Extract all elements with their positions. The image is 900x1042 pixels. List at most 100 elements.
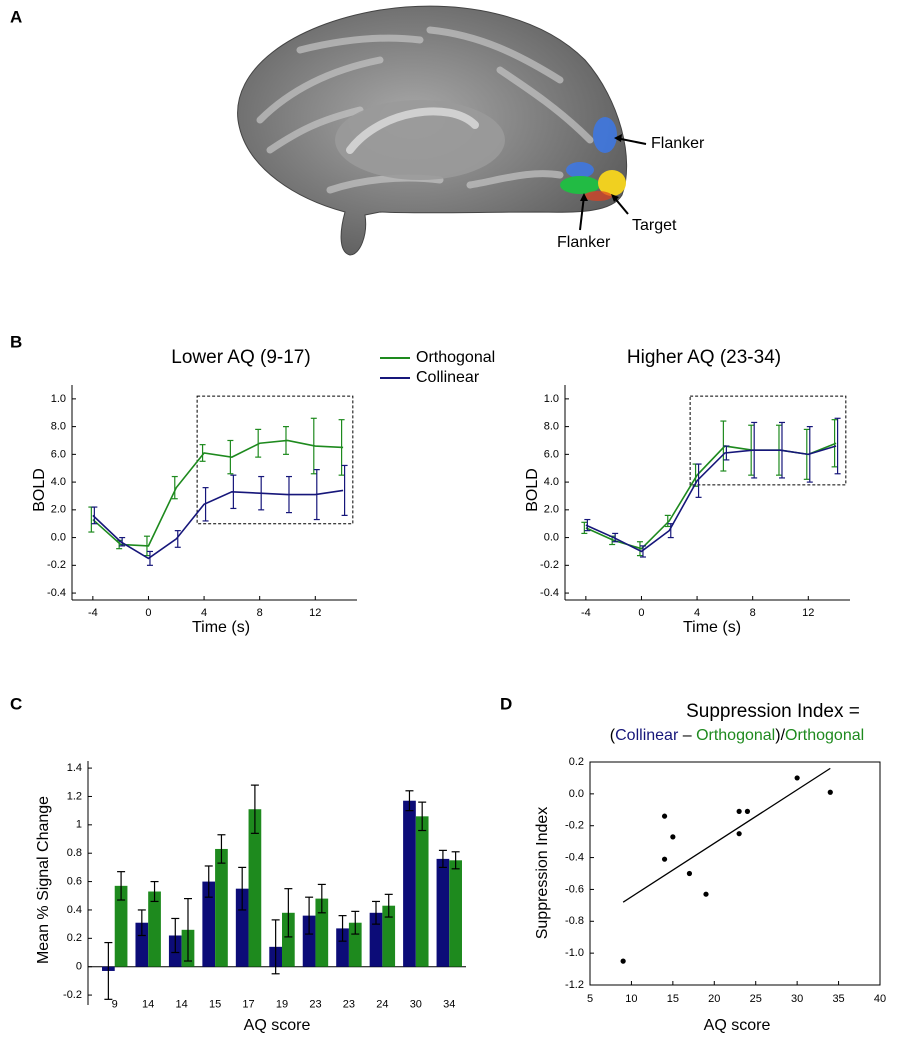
bar <box>336 928 349 967</box>
subtitle-part: Orthogonal <box>785 727 864 744</box>
y-tick-label: 1 <box>76 819 82 831</box>
x-tick-label: 15 <box>667 993 679 1005</box>
x-tick-label: 35 <box>832 993 844 1005</box>
annotation: Target <box>632 217 677 234</box>
x-tick-label: 25 <box>750 993 762 1005</box>
point <box>670 834 676 840</box>
x-tick-label: -4 <box>88 607 98 619</box>
point <box>736 808 742 814</box>
x-tick-label: 12 <box>802 607 814 619</box>
y-axis-label: Mean % Signal Change <box>35 796 52 964</box>
series-line <box>92 439 344 547</box>
x-tick-label: 12 <box>309 607 321 619</box>
x-tick-label: 30 <box>791 993 803 1005</box>
bar <box>215 848 228 967</box>
x-tick-label: -4 <box>581 607 591 619</box>
bar <box>382 905 396 967</box>
x-tick-label: 23 <box>343 999 355 1011</box>
point <box>736 831 742 837</box>
y-tick-label: 6.0 <box>51 448 66 460</box>
point <box>661 856 668 862</box>
y-tick-label: 1.2 <box>67 790 82 802</box>
x-tick-label: 15 <box>209 999 221 1011</box>
subtitle-part: – <box>678 727 696 744</box>
chart-title: Suppression Index = <box>686 701 860 722</box>
x-tick-label: 23 <box>309 999 321 1011</box>
y-tick-label: 1.0 <box>544 393 559 405</box>
x-axis-label: AQ score <box>244 1017 311 1034</box>
y-tick-label: -0.4 <box>47 587 66 599</box>
panel-label: D <box>500 694 512 713</box>
x-tick-label: 30 <box>410 999 422 1011</box>
bar <box>302 915 316 967</box>
bar <box>315 898 329 967</box>
y-tick-label: 0.8 <box>67 847 82 859</box>
x-tick-label: 19 <box>276 999 288 1011</box>
x-axis-label: AQ score <box>704 1017 771 1034</box>
point <box>744 808 751 814</box>
y-tick-label: 4.0 <box>544 476 559 488</box>
x-tick-label: 9 <box>112 999 118 1011</box>
legend-label: Collinear <box>416 369 480 386</box>
y-tick-label: 0.0 <box>569 788 584 800</box>
y-tick-label: -0.4 <box>565 851 584 863</box>
bar <box>148 891 161 967</box>
series-line <box>585 442 837 550</box>
chart-title: Lower AQ (9-17) <box>171 347 310 368</box>
subtitle: (Collinear – Orthogonal)/Orthogonal <box>610 727 864 744</box>
brain-image <box>237 5 647 256</box>
y-tick-label: 0.4 <box>67 904 82 916</box>
series-line <box>585 445 837 553</box>
y-tick-label: 1.4 <box>67 762 82 774</box>
y-axis-label: BOLD <box>524 468 541 512</box>
subtitle-part: ( <box>610 727 616 744</box>
x-tick-label: 20 <box>708 993 720 1005</box>
y-tick-label: -0.2 <box>565 820 584 832</box>
highlight-box <box>689 395 847 486</box>
bar <box>248 809 262 967</box>
bar <box>202 881 216 967</box>
point <box>661 813 668 819</box>
x-tick-label: 0 <box>638 607 644 619</box>
plot-frame <box>589 761 881 986</box>
y-tick-label: 2.0 <box>544 504 559 516</box>
y-tick-label: 2.0 <box>51 504 66 516</box>
y-tick-label: 0.0 <box>51 531 66 543</box>
x-tick-label: 5 <box>587 993 593 1005</box>
y-axis-label: Suppression Index <box>534 807 551 940</box>
point <box>827 789 833 795</box>
x-tick-label: 17 <box>242 999 254 1011</box>
y-axis-label: BOLD <box>31 468 48 512</box>
y-tick-label: 0.2 <box>569 756 584 768</box>
bar <box>436 858 450 967</box>
x-axis-label: Time (s) <box>192 619 250 636</box>
y-tick-label: -0.2 <box>47 559 66 571</box>
bar <box>135 922 149 967</box>
y-tick-label: 4.0 <box>51 476 66 488</box>
x-tick-label: 10 <box>625 993 637 1005</box>
bar <box>235 888 249 967</box>
y-tick-label: 8.0 <box>51 421 66 433</box>
bar <box>114 885 128 967</box>
series-line <box>92 489 344 560</box>
annotation: Flanker <box>557 234 611 251</box>
x-tick-label: 14 <box>142 999 154 1011</box>
point <box>794 775 800 781</box>
y-tick-label: 6.0 <box>544 448 559 460</box>
panel-label: B <box>10 332 22 351</box>
point <box>620 958 626 964</box>
y-tick-label: -0.6 <box>565 883 584 895</box>
y-tick-label: 0.6 <box>67 875 82 887</box>
x-tick-label: 8 <box>257 607 263 619</box>
x-tick-label: 0 <box>145 607 151 619</box>
annotation: Flanker <box>651 135 705 152</box>
bar <box>449 860 462 967</box>
y-tick-label: -0.4 <box>540 587 559 599</box>
y-tick-label: 0 <box>76 961 82 973</box>
y-tick-label: -0.2 <box>63 989 82 1001</box>
bar <box>415 816 429 967</box>
chart-title: Higher AQ (23-34) <box>627 347 781 368</box>
y-tick-label: 8.0 <box>544 421 559 433</box>
subtitle-part: Collinear <box>615 727 679 744</box>
